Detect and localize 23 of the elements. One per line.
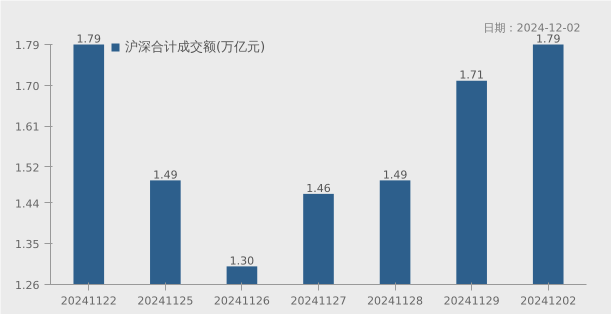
legend-label: 沪深合计成交额(万亿元)	[125, 39, 266, 56]
data-label: 1.49	[153, 168, 178, 182]
text: 日期：2024-12-02	[484, 22, 581, 34]
y-tick-label: 1.44	[15, 197, 40, 210]
x-tick-label: 20241202	[520, 294, 576, 308]
x-tick-label: 20241122	[60, 294, 117, 308]
x-tick-label: 20241126	[214, 294, 270, 308]
data-label: 1.30	[230, 254, 254, 268]
y-tick-label: 1.61	[15, 120, 40, 134]
y-tick-label: 1.79	[15, 39, 40, 52]
y-tick-label: 1.52	[15, 161, 40, 174]
data-label: 1.71	[459, 68, 484, 82]
y-tick-label: 1.70	[15, 80, 40, 93]
x-tick-label: 20241129	[444, 294, 500, 308]
x-tick-label: 20241128	[367, 294, 424, 308]
data-label: 1.79	[536, 32, 560, 46]
x-tick-label: 20241127	[290, 294, 347, 308]
x-tick-label: 20241125	[137, 294, 194, 308]
y-tick-label: 1.26	[15, 279, 40, 292]
y-tick-label: 1.35	[15, 238, 40, 252]
data-label: 1.49	[382, 168, 408, 182]
data-label: 1.46	[306, 182, 331, 195]
data-label: 1.79	[76, 32, 102, 46]
